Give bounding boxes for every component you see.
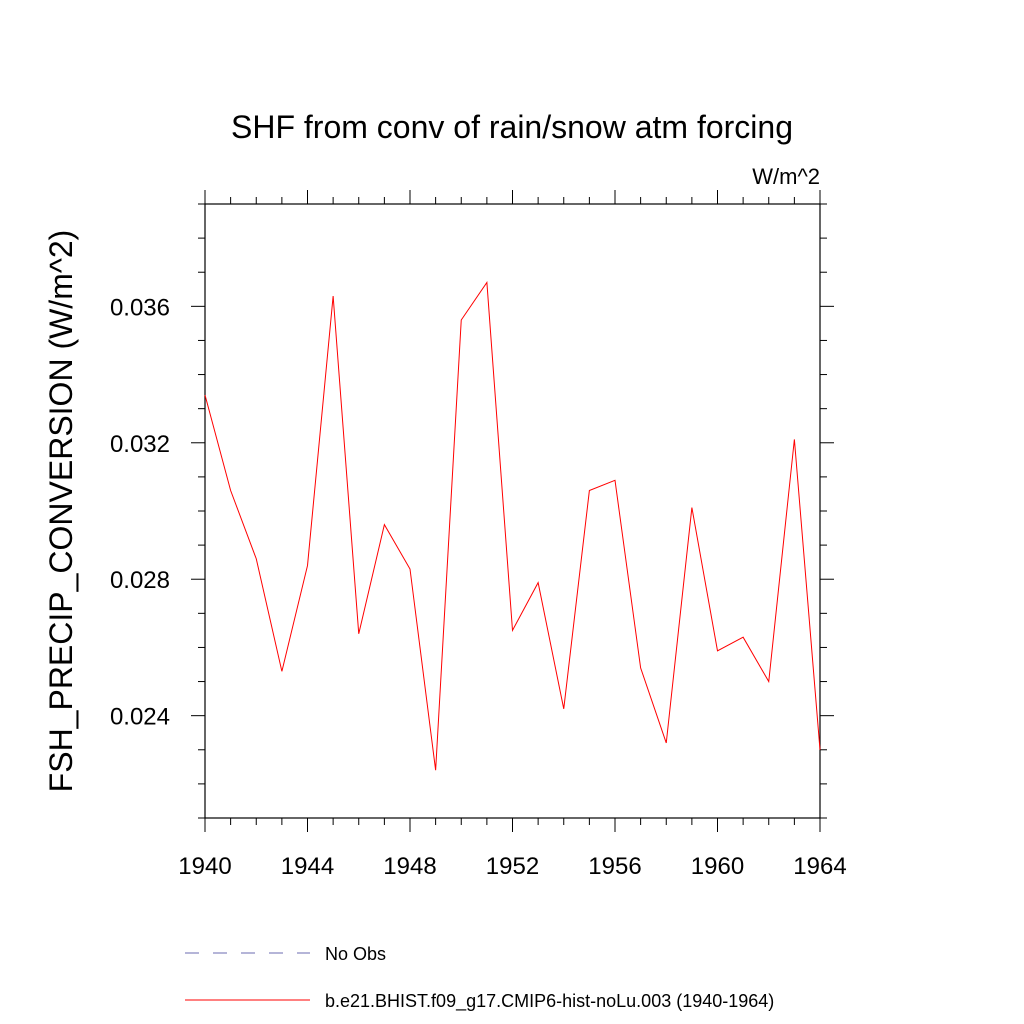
- series-line: [204, 280, 821, 771]
- x-tick-label: 1940: [178, 853, 231, 880]
- y-tick-label: 0.028: [110, 567, 170, 594]
- x-tick-label: 1956: [588, 853, 641, 880]
- y-tick-label: 0.032: [110, 431, 170, 458]
- x-tick-label: 1960: [691, 853, 744, 880]
- data-series: [204, 280, 821, 771]
- legend-label: No Obs: [325, 944, 386, 964]
- y-tick-label: 0.024: [110, 704, 170, 731]
- legend-label: b.e21.BHIST.f09_g17.CMIP6-hist-noLu.003 …: [325, 991, 774, 1012]
- chart-title: SHF from conv of rain/snow atm forcing: [231, 109, 793, 145]
- plot-frame: [204, 203, 821, 819]
- x-tick-label: 1948: [383, 853, 436, 880]
- y-tick-label: 0.036: [110, 294, 170, 321]
- axis-ticks: [191, 190, 834, 832]
- axis-tick-labels: 1940 1944 1948 1952 1956 1960 1964 0.024 0.028 0.…: [110, 294, 847, 880]
- x-tick-label: 1964: [793, 853, 846, 880]
- x-tick-label: 1952: [486, 853, 539, 880]
- y-axis-title: FSH_PRECIP_CONVERSION (W/m^2): [43, 230, 79, 793]
- legend: No Obs b.e21.BHIST.f09_g17.CMIP6-hist-noL…: [185, 944, 774, 1012]
- x-tick-label: 1944: [281, 853, 334, 880]
- units-label: W/m^2: [752, 164, 820, 189]
